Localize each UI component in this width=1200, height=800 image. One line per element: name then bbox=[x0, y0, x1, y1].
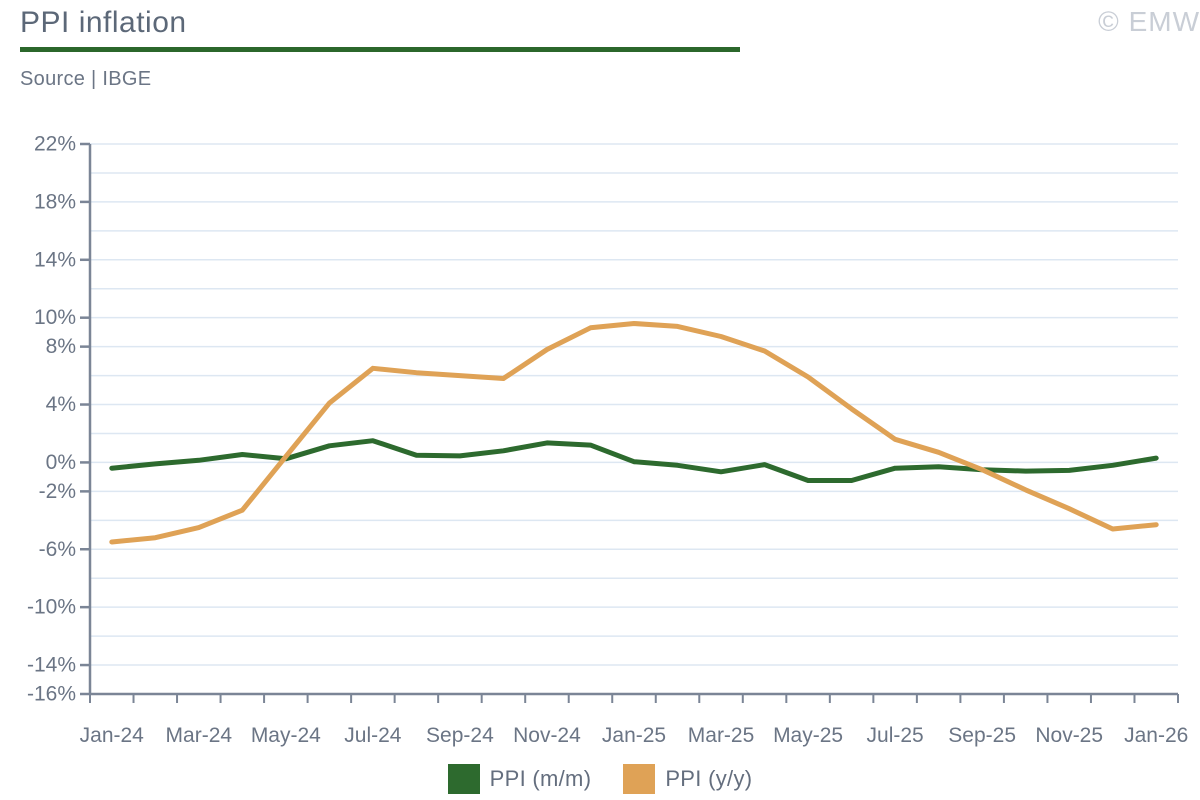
chart-legend: PPI (m/m) PPI (y/y) bbox=[0, 764, 1200, 794]
legend-swatch-ppi-yy bbox=[623, 764, 656, 794]
x-axis-tick-label: Jan-26 bbox=[1124, 724, 1188, 747]
x-axis-tick-label: May-25 bbox=[773, 724, 843, 747]
legend-item-ppi-mm: PPI (m/m) bbox=[447, 764, 592, 794]
legend-swatch-ppi-mm bbox=[447, 764, 480, 794]
y-axis-tick-label: -6% bbox=[39, 538, 76, 561]
x-axis-tick-label: Sep-25 bbox=[948, 724, 1016, 747]
chart-svg: 22%18%14%10%8%4%0%-2%-6%-10%-14%-16%Jan-… bbox=[27, 133, 1188, 748]
x-axis-tick-label: Sep-24 bbox=[426, 724, 494, 747]
legend-label-ppi-yy: PPI (y/y) bbox=[665, 766, 753, 791]
y-axis-tick-label: 22% bbox=[34, 133, 76, 156]
y-axis-tick-label: 0% bbox=[46, 451, 76, 474]
y-axis-tick-label: -14% bbox=[27, 654, 76, 677]
page-title: PPI inflation bbox=[20, 6, 187, 39]
x-axis-tick-label: Nov-24 bbox=[513, 724, 581, 747]
series-line-ppi-y-y bbox=[109, 321, 1159, 545]
legend-item-ppi-yy: PPI (y/y) bbox=[623, 764, 752, 794]
title-underline bbox=[20, 47, 740, 52]
x-axis-tick-label: Jul-24 bbox=[344, 724, 402, 747]
x-axis-tick-label: Mar-24 bbox=[166, 724, 233, 747]
y-axis-tick-label: 18% bbox=[34, 190, 76, 213]
y-axis-tick-label: -2% bbox=[39, 480, 76, 503]
y-axis-tick-label: 8% bbox=[46, 335, 76, 358]
y-axis-tick-label: 14% bbox=[34, 248, 76, 271]
x-axis-tick-label: Jan-24 bbox=[80, 724, 145, 747]
y-axis-tick-label: 10% bbox=[34, 306, 76, 329]
y-axis-tick-label: -10% bbox=[27, 596, 76, 619]
y-axis-tick-label: 4% bbox=[46, 393, 76, 416]
watermark: © EMW bbox=[1098, 6, 1200, 37]
x-axis-tick-label: Mar-25 bbox=[688, 724, 755, 747]
source-label: Source | IBGE bbox=[20, 68, 152, 90]
legend-label-ppi-mm: PPI (m/m) bbox=[489, 766, 592, 791]
x-axis-tick-label: May-24 bbox=[251, 724, 321, 747]
x-axis-tick-label: Jul-25 bbox=[867, 724, 924, 747]
y-axis-tick-label: -16% bbox=[27, 683, 76, 706]
x-axis-tick-label: Jan-25 bbox=[602, 724, 666, 747]
x-axis-tick-label: Nov-25 bbox=[1035, 724, 1103, 747]
